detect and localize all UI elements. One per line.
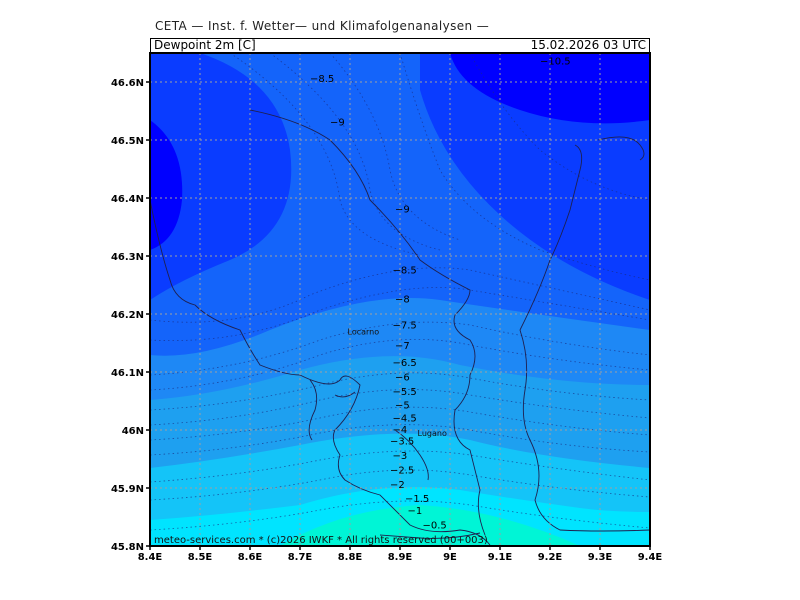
x-tick-label: 9.3E: [588, 552, 613, 563]
x-tick-label: 9.2E: [538, 552, 563, 563]
contour-label: −1.5: [405, 494, 429, 505]
contour-label: −1: [408, 506, 423, 517]
contour-label: −6.5: [393, 358, 417, 369]
variable-label: Dewpoint 2m [C]: [154, 38, 256, 52]
city-label: Lugano: [418, 429, 447, 438]
contour-lines: [150, 53, 650, 531]
x-tick-label: 9.4E: [638, 552, 663, 563]
x-tick-label: 8.4E: [138, 552, 163, 563]
x-tick-label: 9.1E: [488, 552, 513, 563]
header-title: CETA — Inst. f. Wetter— und Klimafolgena…: [155, 19, 490, 33]
y-tick-label: 46.6N: [111, 78, 144, 89]
contour-label: −5.5: [393, 387, 417, 398]
dewpoint-field: −10.5 −8.5 −9 −9 −8.5 −8 −7.5 −7 −6.5 −6 −5.5 −5−4.…: [150, 53, 650, 546]
x-tick-label: 8.9E: [388, 552, 413, 563]
y-axis: 46.6N 46.5N 46.4N 46.3N 46.2N 46.1N 46N 45.9N 45…: [111, 78, 150, 553]
y-tick-label: 46N: [122, 426, 144, 437]
contour-label: −10.5: [540, 57, 571, 68]
city-label: Locarno: [348, 327, 380, 336]
y-tick-label: 46.2N: [111, 310, 144, 321]
y-tick-label: 46.5N: [111, 136, 144, 147]
contour-label: −0.5: [423, 521, 447, 532]
x-tick-label: 8.5E: [188, 552, 213, 563]
contour-label: −7: [395, 341, 410, 352]
contour-label: −4.5: [393, 413, 417, 424]
copyright-text: meteo-services.com * (c)2026 IWKF * All …: [154, 535, 488, 546]
city-labels: Locarno Lugano: [348, 327, 447, 438]
x-tick-label: 8.7E: [288, 552, 313, 563]
datetime-label: 15.02.2026 03 UTC: [530, 38, 646, 52]
contour-label: −2.5: [390, 466, 414, 477]
y-tick-label: 45.8N: [111, 542, 144, 553]
field-band-left-core: [150, 120, 183, 250]
title-bar: Dewpoint 2m [C] 15.02.2026 03 UTC: [150, 38, 650, 53]
contour-label: −7.5: [393, 321, 417, 332]
contour-label: −5: [395, 401, 410, 412]
field-band-lower-5: [280, 505, 580, 546]
y-tick-label: 46.4N: [111, 194, 144, 205]
x-tick-label: 9E: [443, 552, 457, 563]
contour-label: −9: [395, 205, 410, 216]
x-tick-label: 8.6E: [238, 552, 263, 563]
contour-label: −2: [390, 480, 405, 491]
y-tick-label: 46.3N: [111, 252, 144, 263]
contour-label: −8.5: [393, 265, 417, 276]
field-band-left: [150, 53, 292, 300]
contour-label: −9: [330, 118, 345, 129]
x-axis: 8.4E 8.5E 8.6E 8.7E 8.8E 8.9E 9E 9.1E 9.2E 9.3E 9.…: [138, 546, 663, 563]
contour-label: −8: [395, 294, 410, 305]
contour-label: −6: [395, 373, 410, 384]
grid: [150, 53, 650, 546]
contour-label: −3: [393, 451, 408, 462]
contour-label: −4: [393, 425, 408, 436]
contour-labels: −10.5 −8.5 −9 −9 −8.5 −8 −7.5 −7 −6.5 −6 −5.5 −5−4.…: [310, 57, 571, 532]
y-tick-label: 45.9N: [111, 484, 144, 495]
contour-label: −3.5: [390, 437, 414, 448]
x-tick-label: 8.8E: [338, 552, 363, 563]
y-tick-label: 46.1N: [111, 368, 144, 379]
contour-label: −8.5: [310, 74, 334, 85]
